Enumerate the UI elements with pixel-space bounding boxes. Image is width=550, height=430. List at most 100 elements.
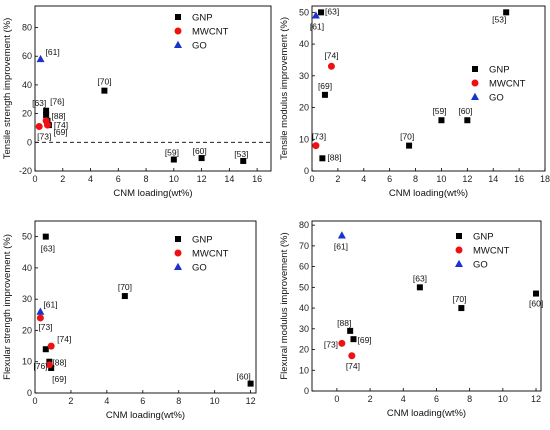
data-label: [63] [32,98,46,108]
x-tick-label: 8 [144,174,149,184]
y-tick-label: 80 [22,23,32,33]
y-tick-label: 30 [299,71,309,81]
x-tick-label: 14 [224,174,234,184]
series-gnp: [63] [70] [60] [88] [69] [337,273,543,345]
data-point-gnp [43,112,50,119]
legend-marker-mwcnt [174,249,182,257]
x-tick-label: 10 [210,396,220,406]
series-gnp: [63] [53] [69] [59] [60] [70] [88] [318,6,510,162]
x-axis-title: CNM loading(wt%) [106,410,185,421]
data-point-mwcnt [43,121,51,129]
legend-marker-gnp [472,66,478,72]
data-label: [61] [334,242,348,252]
legend-label: GNP [473,232,494,243]
legend: GNP MWCNT GO [174,235,229,274]
data-label: [69] [52,374,66,384]
x-tick-label: 18 [540,174,550,184]
y-tick-label: 20 [22,109,32,119]
data-point-mwcnt [327,62,335,70]
data-label: [76] [33,361,47,371]
series-mwcnt: [73] [69] [35,117,68,142]
data-label: [76] [50,97,64,107]
y-tick-label: 0 [27,137,32,147]
y-tick-label: 30 [299,324,309,334]
data-point-gnp [247,380,254,387]
data-label: [88] [327,152,341,162]
legend-marker-mwcnt [455,246,463,254]
data-point-mwcnt [45,361,53,369]
data-point-gnp [438,117,445,124]
plot-frame [34,5,272,172]
x-tick-label: 12 [197,174,207,184]
y-tick-label: 40 [22,263,32,273]
series-gnp: [63] [70] [88] [69] [60] [41,233,254,387]
data-point-mwcnt [338,339,346,347]
data-point-gnp [350,336,357,343]
legend-label: MWCNT [192,249,229,260]
x-tick-label: 12 [462,174,472,184]
data-point-gnp [533,290,540,297]
x-tick-label: 12 [531,394,541,404]
y-tick-label: 20 [299,345,309,355]
legend-marker-go [455,259,463,267]
data-label: [69] [53,127,67,137]
data-label: [70] [118,282,132,292]
y-tick-label: -20 [19,166,32,176]
data-point-gnp [458,305,465,312]
data-label: [61] [43,300,57,310]
y-tick-label: 60 [22,51,32,61]
data-label: [73] [312,132,326,142]
y-tick-label: 50 [299,282,309,292]
y-tick-label: 0 [304,166,309,176]
x-tick-label: 16 [252,174,262,184]
data-label: [73] [324,339,338,349]
x-tick-label: 2 [60,174,65,184]
data-point-gnp [321,91,328,98]
data-label: [73] [38,322,52,332]
data-label: [60] [529,299,543,309]
chart-panel-2: 0 2 4 6 8 10 12 14 16 18 0 10 20 30 40 50 CNM loading(wt… [279,5,550,199]
data-label: [70] [97,77,111,87]
data-point-gnp [347,327,354,334]
x-tick-label: 10 [169,174,179,184]
x-tick-label: 6 [140,396,145,406]
y-tick-label: 30 [22,294,32,304]
plot-frame [34,220,257,394]
data-label: [61] [46,47,60,57]
data-point-gnp [43,107,50,114]
data-point-gnp [101,87,108,94]
legend-label: GNP [192,13,213,24]
x-axis-title: CNM loading(wt%) [387,408,466,419]
data-point-mwcnt [47,342,55,350]
data-point-gnp [42,233,49,240]
x-tick-label: 6 [434,394,439,404]
data-label: [60] [193,146,207,156]
x-tick-label: 8 [413,174,418,184]
legend-label: GO [192,41,207,52]
y-tick-label: 70 [299,241,309,251]
data-point-gnp [42,346,49,353]
x-tick-label: 4 [361,174,366,184]
x-tick-label: 0 [309,174,314,184]
data-point-gnp [240,157,247,164]
data-point-go [311,11,320,19]
legend-label: MWCNT [192,27,229,38]
data-label: [59] [432,106,446,116]
x-tick-label: 12 [246,396,256,406]
series-mwcnt: [73] [74] [324,339,360,370]
data-point-gnp [416,284,423,291]
legend-marker-mwcnt [174,27,182,35]
data-label: [74] [54,120,68,130]
data-label: [88] [337,318,351,328]
data-point-gnp [170,156,177,163]
y-tick-label: 40 [22,80,32,90]
y-tick-label: 50 [299,7,309,17]
series-go: [61] [310,11,324,32]
data-label: [88] [52,358,66,368]
data-point-mwcnt [36,314,44,322]
legend-label: GO [192,263,207,274]
plot-frame [311,5,546,172]
data-label: [69] [318,81,332,91]
